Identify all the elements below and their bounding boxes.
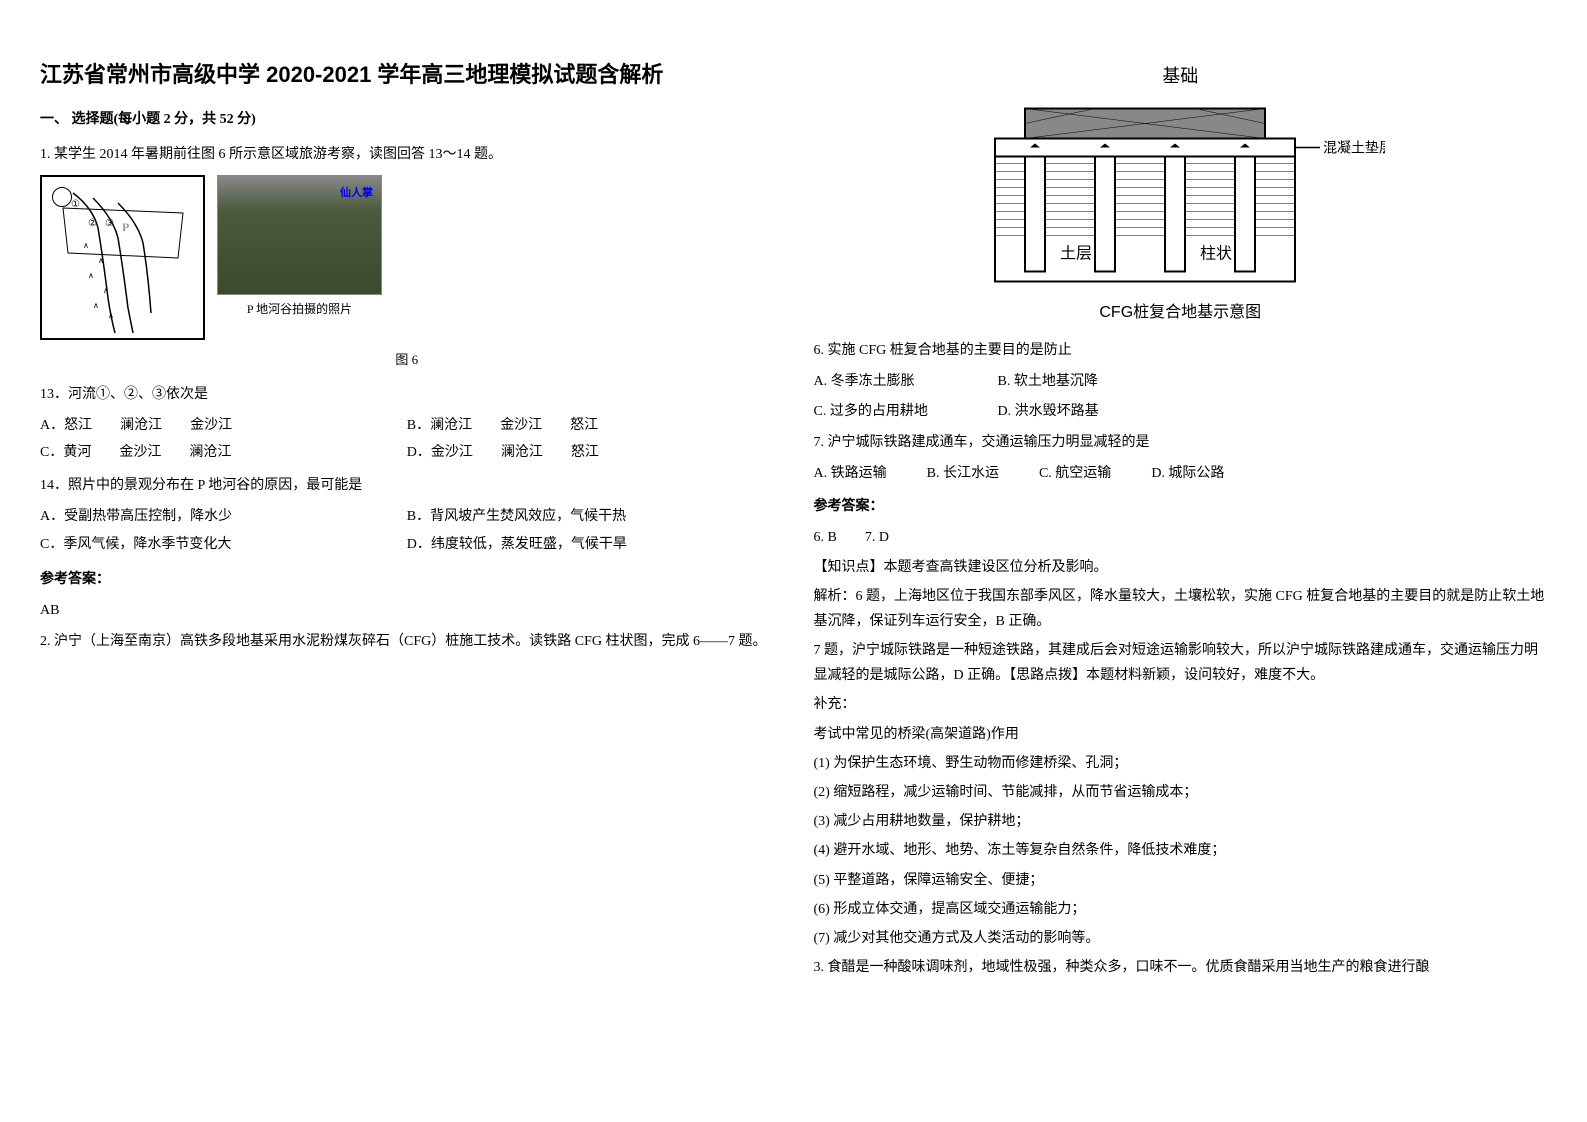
q14-option-c: C．季风气候，降水季节变化大 — [40, 532, 407, 557]
map-p-label: P — [122, 217, 129, 239]
analysis-6: 解析：6 题，上海地区位于我国东部季风区，降水量较大，土壤松软，实施 CFG 桩… — [814, 584, 1548, 634]
q6-text: 6. 实施 CFG 桩复合地基的主要目的是防止 — [814, 338, 1548, 363]
svg-text:∧: ∧ — [88, 271, 94, 280]
svg-text:∧: ∧ — [93, 301, 99, 310]
supplement-1: (1) 为保护生态环境、野生动物而修建桥梁、孔洞； — [814, 751, 1548, 776]
svg-text:∧: ∧ — [83, 241, 89, 250]
q7-options: A. 铁路运输 B. 长江水运 C. 航空运输 D. 城际公路 — [814, 461, 1548, 486]
map-image: ① ② ③ ∧ ∧ ∧ ∧ ∧ ∧ P — [40, 175, 205, 340]
supplement-6: (6) 形成立体交通，提高区域交通运输能力； — [814, 897, 1548, 922]
supplement-7: (7) 减少对其他交通方式及人类活动的影响等。 — [814, 926, 1548, 951]
knowledge-point: 【知识点】本题考查高铁建设区位分析及影响。 — [814, 555, 1548, 580]
figure-6-label: 图 6 — [40, 348, 774, 371]
q14-option-d: D．纬度较低，蒸发旺盛，气候干旱 — [407, 532, 774, 557]
document-title: 江苏省常州市高级中学 2020-2021 学年高三地理模拟试题含解析 — [40, 60, 774, 91]
cfg-diagram: 土层 柱状 混凝土垫层 — [975, 96, 1385, 291]
q13-text: 13．河流①、②、③依次是 — [40, 382, 774, 407]
supplement-5: (5) 平整道路，保障运输安全、便捷； — [814, 868, 1548, 893]
svg-text:③: ③ — [105, 218, 114, 229]
left-column: 江苏省常州市高级中学 2020-2021 学年高三地理模拟试题含解析 一、 选择… — [40, 60, 774, 984]
soil-label-text: 土层 — [1060, 245, 1092, 263]
concrete-label-text: 混凝土垫层 — [1323, 141, 1385, 157]
pile-label-text: 柱状 — [1200, 245, 1232, 263]
supplement-4: (4) 避开水域、地形、地势、冻土等复杂自然条件，降低技术难度； — [814, 838, 1548, 863]
q6-option-c: C. 过多的占用耕地 — [814, 399, 974, 424]
q6-option-b: B. 软土地基沉降 — [998, 369, 1098, 394]
q7-option-c: C. 航空运输 — [1039, 461, 1111, 486]
q14-option-a: A．受副热带高压控制，降水少 — [40, 504, 407, 529]
photo-cactus-label: 仙人掌 — [340, 184, 373, 204]
photo-image: 仙人掌 — [217, 175, 382, 295]
figure-row: ① ② ③ ∧ ∧ ∧ ∧ ∧ ∧ P 仙人掌 P 地河谷拍摄的照片 — [40, 175, 774, 340]
map-container: ① ② ③ ∧ ∧ ∧ ∧ ∧ ∧ P — [40, 175, 205, 340]
svg-text:②: ② — [88, 218, 97, 229]
svg-text:∧: ∧ — [98, 256, 104, 265]
analysis-7: 7 题，沪宁城际铁路是一种短途铁路，其建成后会对短途运输影响较大，所以沪宁城际铁… — [814, 638, 1548, 688]
q1-intro: 1. 某学生 2014 年暑期前往图 6 所示意区域旅游考察，读图回答 13～1… — [40, 142, 774, 167]
q6-options-1: A. 冬季冻土膨胀 B. 软土地基沉降 — [814, 369, 1548, 394]
right-column: 基础 — [814, 60, 1548, 984]
q13-option-c: C．黄河 金沙江 澜沧江 — [40, 440, 407, 465]
q7-option-d: D. 城际公路 — [1151, 461, 1224, 486]
q14-text: 14．照片中的景观分布在 P 地河谷的原因，最可能是 — [40, 473, 774, 498]
supplement-2: (2) 缩短路程，减少运输时间、节能减排，从而节省运输成本； — [814, 780, 1548, 805]
q7-option-a: A. 铁路运输 — [814, 461, 887, 486]
svg-text:∧: ∧ — [108, 311, 114, 320]
svg-text:①: ① — [71, 199, 80, 210]
q14-option-b: B．背风坡产生焚风效应，气候干热 — [407, 504, 774, 529]
q13-option-b: B．澜沧江 金沙江 怒江 — [407, 413, 774, 438]
q6-option-d: D. 洪水毁坏路基 — [998, 399, 1099, 424]
cfg-base-label: 基础 — [814, 60, 1548, 92]
svg-text:∧: ∧ — [103, 286, 109, 295]
col2-answer: 6. B 7. D — [814, 525, 1548, 550]
col2-answer-header: 参考答案： — [814, 494, 1548, 519]
q7-option-b: B. 长江水运 — [927, 461, 999, 486]
photo-caption: P 地河谷拍摄的照片 — [217, 299, 382, 321]
q3-intro: 3. 食醋是一种酸味调味剂，地域性极强，种类众多，口味不一。优质食醋采用当地生产… — [814, 955, 1548, 980]
q6-option-a: A. 冬季冻土膨胀 — [814, 369, 974, 394]
supplement-header: 补充： — [814, 692, 1548, 717]
q6-options-2: C. 过多的占用耕地 D. 洪水毁坏路基 — [814, 399, 1548, 424]
q2-intro: 2. 沪宁（上海至南京）高铁多段地基采用水泥粉煤灰碎石（CFG）桩施工技术。读铁… — [40, 629, 774, 654]
supplement-3: (3) 减少占用耕地数量，保护耕地； — [814, 809, 1548, 834]
map-svg: ① ② ③ ∧ ∧ ∧ ∧ ∧ ∧ — [43, 178, 203, 338]
photo-container: 仙人掌 P 地河谷拍摄的照片 — [217, 175, 382, 321]
q13-option-a: A．怒江 澜沧江 金沙江 — [40, 413, 407, 438]
q1-answer-header: 参考答案： — [40, 567, 774, 592]
cfg-caption: CFG桩复合地基示意图 — [814, 299, 1548, 328]
supplement-intro: 考试中常见的桥梁(高架道路)作用 — [814, 722, 1548, 747]
q13-option-d: D．金沙江 澜沧江 怒江 — [407, 440, 774, 465]
q7-text: 7. 沪宁城际铁路建成通车，交通运输压力明显减轻的是 — [814, 430, 1548, 455]
q1-answer: AB — [40, 598, 774, 623]
q14-options: A．受副热带高压控制，降水少 B．背风坡产生焚风效应，气候干热 C．季风气候，降… — [40, 504, 774, 558]
q13-options: A．怒江 澜沧江 金沙江 B．澜沧江 金沙江 怒江 C．黄河 金沙江 澜沧江 D… — [40, 413, 774, 467]
cfg-svg: 土层 柱状 混凝土垫层 — [975, 96, 1385, 291]
section-header: 一、 选择题(每小题 2 分，共 52 分) — [40, 107, 774, 132]
